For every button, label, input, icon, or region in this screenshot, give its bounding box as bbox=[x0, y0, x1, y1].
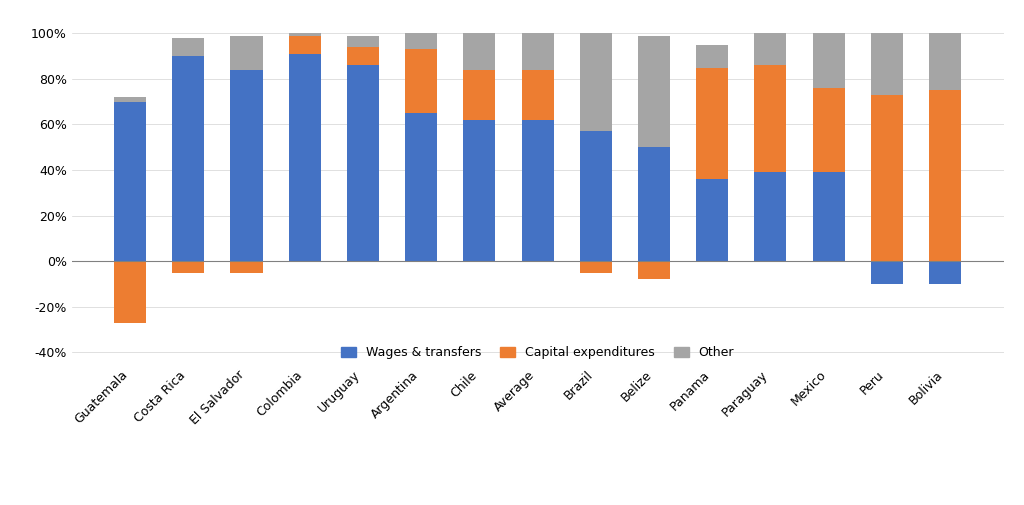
Bar bbox=[347, 36, 379, 47]
Bar bbox=[696, 45, 728, 68]
Bar bbox=[696, 68, 728, 179]
Bar bbox=[929, 33, 962, 90]
Bar bbox=[813, 88, 845, 172]
Bar bbox=[580, 33, 611, 131]
Bar bbox=[172, 261, 204, 273]
Bar bbox=[347, 65, 379, 261]
Bar bbox=[521, 120, 554, 261]
Bar bbox=[638, 261, 670, 279]
Bar bbox=[464, 33, 496, 70]
Bar bbox=[521, 70, 554, 120]
Bar bbox=[580, 261, 611, 273]
Legend: Wages & transfers, Capital expenditures, Other: Wages & transfers, Capital expenditures,… bbox=[336, 341, 739, 364]
Bar bbox=[755, 65, 786, 172]
Bar bbox=[464, 70, 496, 120]
Bar bbox=[347, 47, 379, 65]
Bar bbox=[230, 36, 262, 70]
Bar bbox=[580, 131, 611, 261]
Bar bbox=[813, 172, 845, 261]
Bar bbox=[172, 56, 204, 261]
Bar bbox=[696, 179, 728, 261]
Bar bbox=[638, 36, 670, 147]
Bar bbox=[755, 33, 786, 65]
Bar bbox=[230, 70, 262, 261]
Bar bbox=[871, 33, 903, 95]
Bar bbox=[406, 33, 437, 49]
Bar bbox=[464, 120, 496, 261]
Bar bbox=[289, 36, 321, 54]
Bar bbox=[755, 172, 786, 261]
Bar bbox=[638, 147, 670, 261]
Bar bbox=[172, 38, 204, 56]
Bar bbox=[871, 95, 903, 261]
Bar bbox=[406, 49, 437, 113]
Bar bbox=[406, 113, 437, 261]
Bar bbox=[230, 261, 262, 273]
Bar bbox=[813, 33, 845, 88]
Bar bbox=[521, 33, 554, 70]
Bar bbox=[114, 102, 146, 261]
Bar bbox=[929, 90, 962, 261]
Bar bbox=[871, 261, 903, 284]
Bar bbox=[289, 33, 321, 36]
Bar bbox=[114, 97, 146, 102]
Bar bbox=[114, 261, 146, 323]
Bar bbox=[929, 261, 962, 284]
Bar bbox=[289, 54, 321, 261]
